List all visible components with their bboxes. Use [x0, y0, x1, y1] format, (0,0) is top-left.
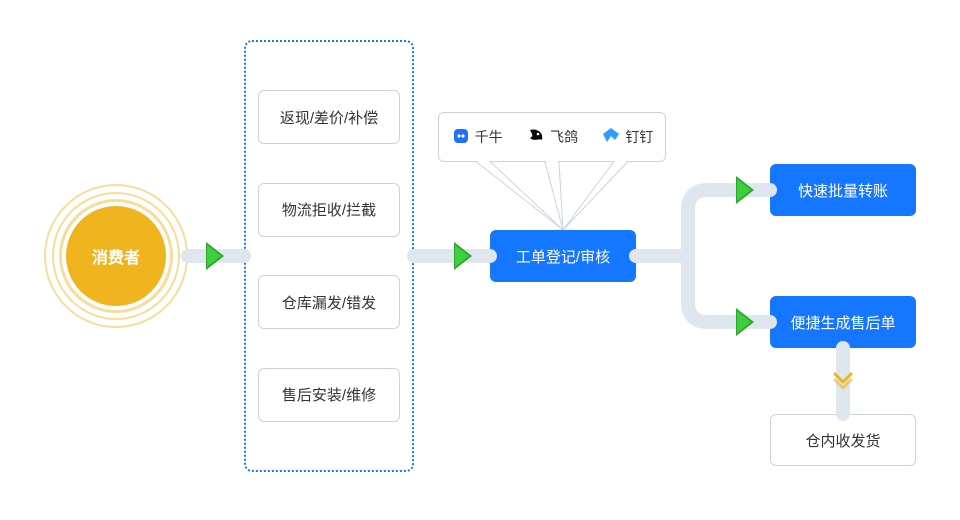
down-arrow-icon	[831, 368, 855, 392]
flow-lines	[0, 0, 960, 520]
